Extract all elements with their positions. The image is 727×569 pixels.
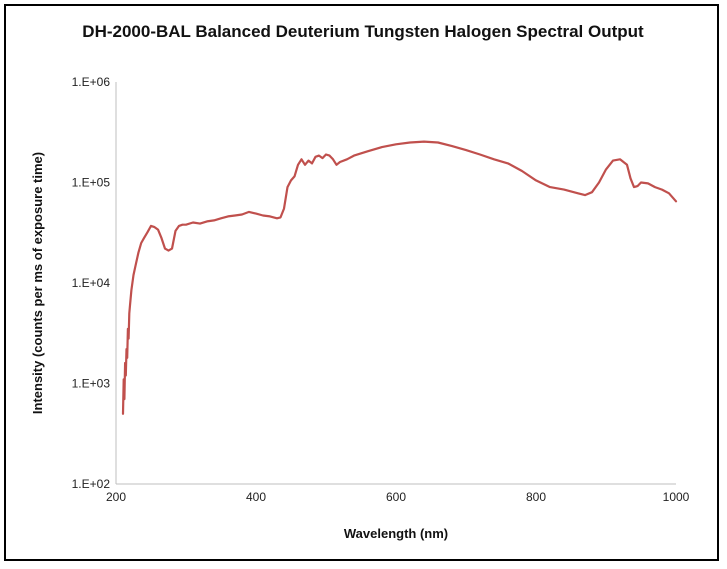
y-tick-label: 1.E+06	[72, 75, 111, 89]
x-axis-title: Wavelength (nm)	[344, 526, 448, 541]
x-tick-label: 200	[106, 490, 126, 504]
y-axis-title: Intensity (counts per ms of exposure tim…	[30, 152, 45, 414]
y-tick-label: 1.E+02	[72, 477, 111, 491]
y-tick-labels: 1.E+02 1.E+03 1.E+04 1.E+05 1.E+06	[72, 75, 111, 491]
chart-frame	[4, 4, 719, 561]
y-tick-label: 1.E+05	[72, 176, 111, 190]
series-line	[121, 140, 678, 415]
x-tick-label: 1000	[663, 490, 690, 504]
y-tick-label: 1.E+04	[72, 276, 111, 290]
x-tick-labels: 200 400 600 800 1000	[106, 490, 690, 504]
y-tick-label: 1.E+03	[72, 377, 111, 391]
x-tick-label: 800	[526, 490, 546, 504]
x-tick-label: 600	[386, 490, 406, 504]
chart-title: DH-2000-BAL Balanced Deuterium Tungsten …	[82, 22, 644, 41]
x-tick-label: 400	[246, 490, 266, 504]
